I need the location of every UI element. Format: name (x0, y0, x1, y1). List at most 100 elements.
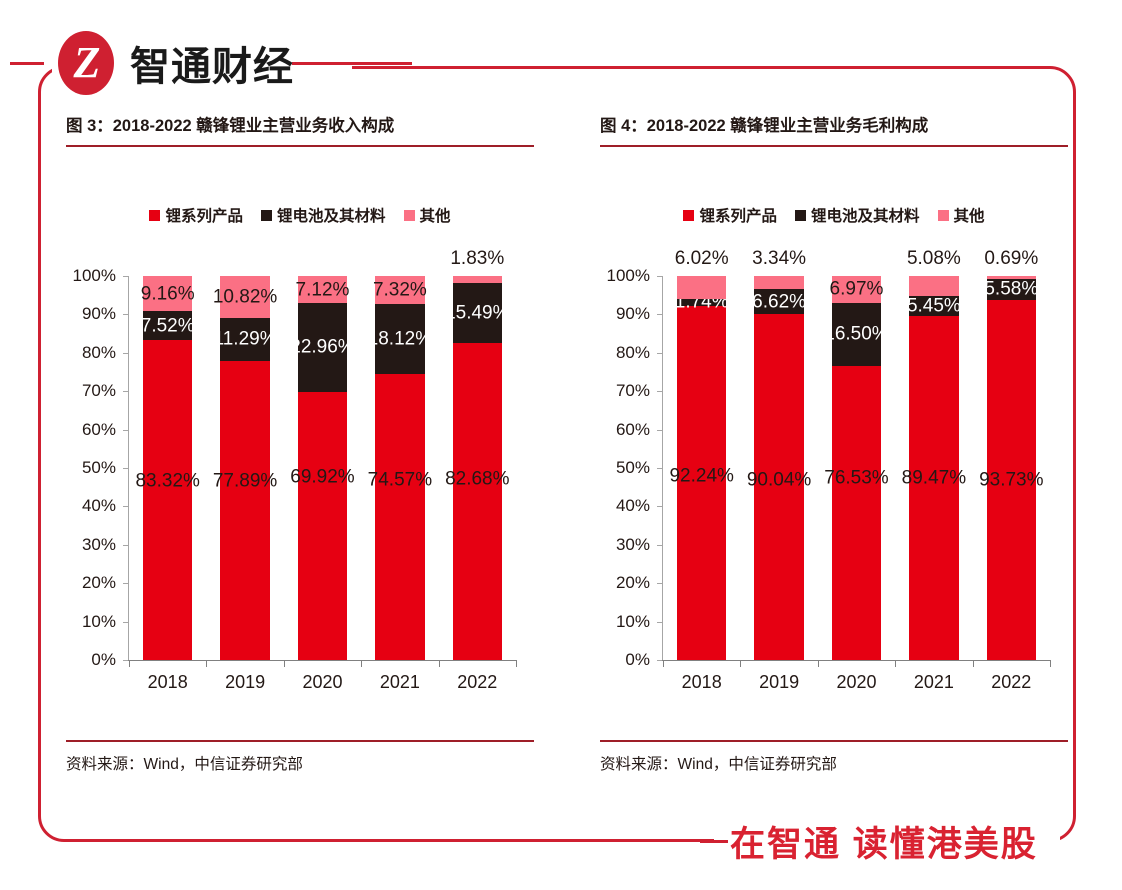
bar-segment-label: 18.12% (367, 328, 433, 350)
bar-segment-label: 93.73% (979, 469, 1044, 491)
stacked-bar[interactable]: 82.68% 15.49% 1.83% (445, 249, 510, 660)
bar-segment-label: 6.02% (674, 248, 729, 269)
legend-item-label: 锂系列产品 (165, 208, 243, 225)
bar-segment[interactable]: 77.89% (213, 360, 277, 660)
y-axis-tick-label: 30% (615, 534, 650, 554)
x-axis-tick (972, 660, 974, 667)
x-axis-category-label: 2021 (379, 672, 420, 692)
bar-segment-label: 7.12% (295, 279, 350, 301)
bar-segment[interactable]: 89.47% (902, 316, 966, 660)
bar-segment[interactable]: 74.57% (368, 373, 432, 660)
y-axis-tick (123, 583, 129, 585)
bar-segment[interactable]: 5.45% (906, 295, 961, 317)
stacked-bar[interactable]: 77.89% 11.29% 10.82% (213, 276, 277, 660)
bar-segment[interactable] (452, 276, 503, 284)
legend-item: 锂电池及其材料 (794, 204, 920, 226)
stacked-bar[interactable]: 90.04% 6.62% 3.34% (747, 249, 811, 660)
brand-rule-left (10, 62, 44, 65)
y-axis-tick-label: 0% (91, 650, 116, 669)
y-axis-tick-label: 70% (81, 381, 116, 401)
x-axis-category-label: 2018 (681, 672, 722, 692)
bar-segment[interactable]: 6.97% (830, 276, 883, 303)
y-axis-tick-label: 10% (81, 611, 116, 631)
source-divider (600, 740, 1068, 742)
bar-segment[interactable]: 9.16% (140, 276, 195, 312)
y-axis-tick-label: 30% (81, 534, 116, 554)
figure-panel-4: 图 4：2018-2022 赣锋锂业主营业务毛利构成 锂系列产品 锂电池及其材料 其… (600, 112, 1068, 792)
bar-segment-label: 9.16% (140, 283, 195, 305)
bar-segment[interactable]: 83.32% (135, 340, 200, 660)
bar-segment[interactable]: 22.96% (290, 303, 355, 392)
y-axis-tick-label: 50% (615, 458, 650, 477)
bar-segment[interactable]: 82.68% (445, 342, 510, 660)
brand-rule-right (292, 62, 412, 65)
stacked-bar[interactable]: 76.53% 16.50% 6.97% (824, 276, 889, 660)
bar-segment[interactable]: 7.32% (373, 275, 427, 305)
source-note-figure-4: 资料来源：Wind，中信证券研究部 (600, 756, 837, 773)
chart-figure-4: 0% 10% 20% 30% 40% 50% 60% 70% 80% 90% 100% 92.24% 1… (600, 249, 1068, 722)
legend-item: 锂电池及其材料 (260, 204, 386, 226)
stacked-bar[interactable]: 74.57% 18.12% 7.32% (368, 275, 432, 660)
bar-segment[interactable]: 1.74% (675, 293, 729, 312)
x-axis-line (128, 660, 516, 661)
y-axis-tick-label: 90% (615, 304, 650, 324)
x-axis-category-label: 2019 (759, 672, 800, 692)
y-axis-tick (657, 621, 663, 623)
x-axis-category-label: 2020 (302, 672, 343, 692)
figure-panel-3: 图 3：2018-2022 赣锋锂业主营业务收入构成 锂系列产品 锂电池及其材料 其… (66, 112, 534, 792)
bar-segment[interactable]: 92.24% (669, 305, 734, 660)
stacked-bar[interactable]: 69.92% 22.96% 7.12% (290, 276, 355, 660)
x-axis-line (662, 660, 1050, 661)
chart-legend-figure-4: 锂系列产品 锂电池及其材料 其他 (600, 204, 1068, 226)
stacked-bar[interactable]: 92.24% 1.74% 6.02% (669, 249, 734, 660)
bar-segment[interactable]: 18.12% (368, 304, 432, 374)
stacked-bar[interactable]: 93.73% 5.58% 0.69% (979, 249, 1044, 660)
plot-area: 92.24% 1.74% 6.02% 90.04% 6.62% 3.34% 76.53% 16… (663, 249, 1050, 660)
x-axis-tick (740, 660, 742, 667)
title-underline (66, 145, 534, 147)
brand-header: Z 智通财经 (58, 27, 294, 99)
source-note-figure-3: 资料来源：Wind，中信证券研究部 (66, 756, 303, 773)
bar-segment[interactable] (909, 276, 959, 296)
y-axis-tick-label: 90% (81, 304, 116, 324)
bar-segment[interactable]: 11.29% (214, 317, 277, 361)
bar-segment[interactable]: 5.58% (984, 278, 1039, 301)
bar-segment-label: 5.08% (906, 248, 961, 269)
stacked-bar[interactable]: 89.47% 5.45% 5.08% (902, 249, 966, 660)
bar-segment[interactable]: 10.82% (213, 276, 277, 318)
tagline-frame-gap (714, 814, 1060, 870)
bar-segment[interactable] (676, 276, 727, 300)
title-underline (600, 145, 1068, 147)
bar-segment-label: 90.04% (746, 469, 812, 491)
bar-segment[interactable]: 7.12% (295, 276, 350, 304)
x-axis-category-label: 2019 (225, 672, 266, 692)
bar-segment[interactable] (986, 276, 1037, 279)
bar-segment[interactable]: 76.53% (824, 366, 889, 660)
y-axis-tick (123, 660, 129, 661)
x-axis-tick (817, 660, 819, 667)
y-axis-tick-label: 100% (72, 266, 116, 285)
y-axis-tick (123, 391, 129, 393)
bar-segment-label: 3.34% (752, 248, 807, 269)
y-axis-tick-label: 0% (625, 650, 650, 669)
y-axis-tick (657, 544, 663, 546)
legend-item-label: 锂系列产品 (699, 208, 777, 225)
x-axis-category-label: 2022 (457, 672, 498, 692)
stacked-bar[interactable]: 83.32% 7.52% 9.16% (135, 276, 200, 660)
y-axis-tick-label: 20% (615, 573, 650, 593)
y-axis: 0% 10% 20% 30% 40% 50% 60% 70% 80% 90% 100% (600, 266, 654, 669)
bar-segment-label: 5.45% (906, 295, 961, 317)
y-axis-tick (657, 506, 663, 508)
bar-segment[interactable]: 16.50% (824, 302, 889, 367)
bar-segment[interactable] (754, 276, 804, 289)
x-axis-category-label: 2022 (991, 672, 1032, 692)
bar-segment[interactable]: 69.92% (290, 391, 355, 660)
bar-segment-label: 5.58% (984, 278, 1039, 300)
bar-segment[interactable]: 7.52% (141, 311, 195, 341)
legend-item: 锂系列产品 (149, 204, 243, 226)
bar-segment[interactable]: 93.73% (979, 300, 1044, 660)
bar-segment[interactable]: 15.49% (445, 283, 510, 343)
bar-segment-label: 22.96% (290, 336, 355, 358)
bar-segment[interactable]: 90.04% (747, 314, 811, 660)
bar-segment[interactable]: 6.62% (752, 288, 806, 315)
